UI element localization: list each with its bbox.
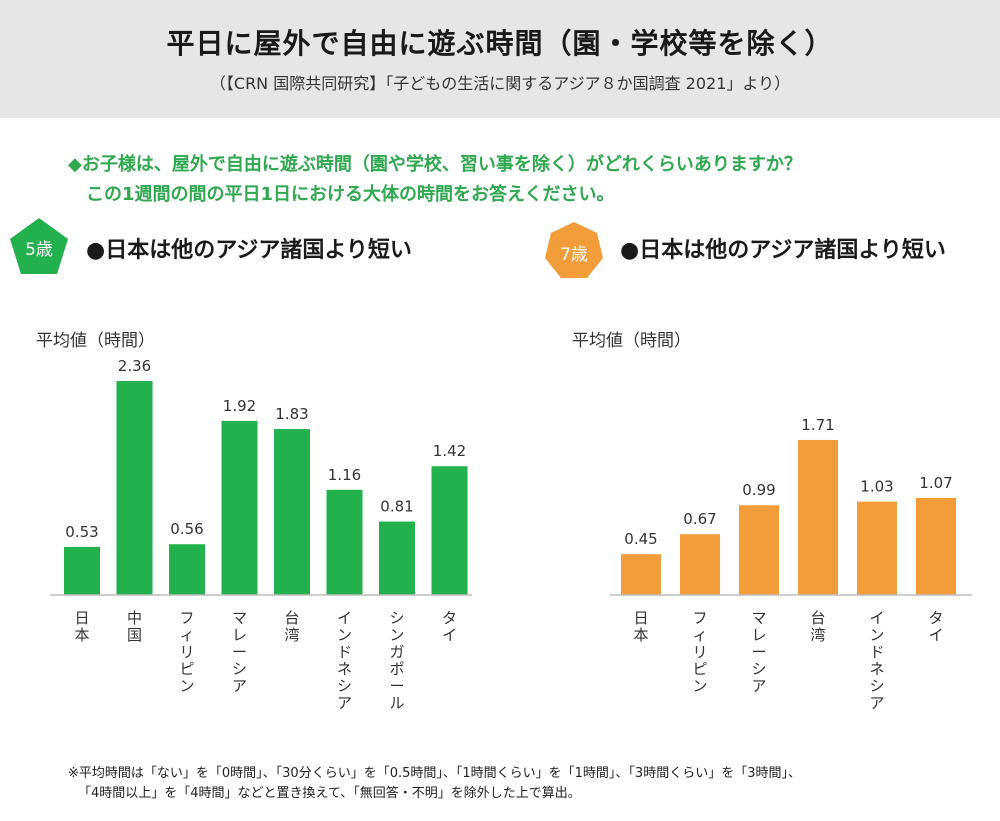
bar bbox=[221, 420, 258, 595]
data-label: 2.36 bbox=[118, 357, 151, 375]
bar bbox=[379, 521, 415, 595]
survey-question: ◆お子様は、屋外で自由に遊ぶ時間（園や学校、習い事を除く）がどれくらいありますか… bbox=[68, 150, 802, 210]
category-label: 台湾 bbox=[284, 609, 299, 644]
category-label: タイ bbox=[928, 609, 943, 644]
category-label: インドネシア bbox=[869, 609, 884, 712]
data-label: 1.83 bbox=[275, 405, 308, 423]
category-label: 中国 bbox=[127, 609, 142, 644]
data-label: 1.71 bbox=[801, 416, 834, 434]
page-subtitle: （【CRN 国際共同研究】「子どもの生活に関するアジア８か国調査 2021」より… bbox=[209, 74, 791, 93]
headline-7: ●日本は他のアジア諸国より短い bbox=[620, 238, 946, 263]
header-banner: 平日に屋外で自由に遊ぶ時間（園・学校等を除く） （【CRN 国際共同研究】「子ど… bbox=[0, 0, 1000, 118]
category-label: マレーシア bbox=[751, 609, 766, 695]
bar bbox=[326, 489, 363, 595]
data-label: 1.92 bbox=[223, 397, 256, 415]
pentagon-icon bbox=[10, 218, 68, 274]
bar bbox=[116, 381, 153, 595]
bar bbox=[916, 497, 956, 595]
question-line-2: この1週間の間の平日1日における大体の時間をお答えください。 bbox=[86, 184, 615, 205]
bar bbox=[64, 546, 100, 595]
category-label: マレーシア bbox=[232, 609, 247, 695]
age-badge-5: 5歳 bbox=[10, 218, 68, 274]
bar bbox=[621, 554, 661, 595]
category-label: フィリピン bbox=[692, 609, 707, 695]
footnote-line-1: ※平均時間は「ない」を「0時間」、「30分くらい」を「0.5時間」、「1時間くら… bbox=[68, 766, 801, 781]
category-label: シンガポール bbox=[389, 609, 404, 712]
bar bbox=[274, 429, 310, 595]
data-label: 1.42 bbox=[433, 442, 466, 460]
y-axis-label-7: 平均値（時間） bbox=[572, 331, 691, 351]
page-title: 平日に屋外で自由に遊ぶ時間（園・学校等を除く） bbox=[166, 27, 834, 60]
heptagon-icon bbox=[545, 222, 603, 278]
data-label: 0.56 bbox=[170, 520, 203, 538]
data-label: 1.07 bbox=[919, 474, 952, 492]
category-label: 日本 bbox=[74, 609, 89, 644]
chart-0: 0.53 日本 2.36 中国 0.56 フィリピン 1.92 マレーシア 1.83 台湾 1.16… bbox=[50, 357, 472, 712]
data-label: 0.81 bbox=[380, 498, 413, 516]
category-label: タイ bbox=[442, 609, 457, 644]
data-label: 0.99 bbox=[742, 481, 775, 499]
category-label: フィリピン bbox=[179, 609, 194, 695]
bar bbox=[431, 466, 468, 595]
footnote-line-2: 「4時間以上」を「4時間」などと置き換えて、「無回答・不明」を除外した上で算出。 bbox=[78, 786, 581, 801]
data-label: 0.67 bbox=[683, 510, 716, 528]
age-badge-label: 5歳 bbox=[25, 240, 53, 260]
data-label: 0.45 bbox=[624, 530, 657, 548]
category-label: 台湾 bbox=[810, 609, 825, 644]
y-axis-label-5: 平均値（時間） bbox=[36, 331, 155, 351]
question-line-1: ◆お子様は、屋外で自由に遊ぶ時間（園や学校、習い事を除く）がどれくらいありますか… bbox=[68, 154, 802, 175]
age-badge-7: 7歳 bbox=[545, 222, 603, 278]
data-label: 1.03 bbox=[860, 478, 893, 496]
bar bbox=[857, 501, 897, 595]
headline-5: ●日本は他のアジア諸国より短い bbox=[86, 238, 412, 263]
bar-charts: 0.53 日本 2.36 中国 0.56 フィリピン 1.92 マレーシア 1.83 台湾 1.16… bbox=[50, 357, 972, 712]
bar bbox=[739, 505, 779, 595]
chart-1: 0.45 日本 0.67 フィリピン 0.99 マレーシア 1.71 台湾 1.03 インドネシア… bbox=[610, 416, 972, 712]
age-badge-label: 7歳 bbox=[560, 245, 588, 265]
footnote: ※平均時間は「ない」を「0時間」、「30分くらい」を「0.5時間」、「1時間くら… bbox=[68, 764, 801, 804]
bar bbox=[169, 544, 205, 595]
data-label: 1.16 bbox=[328, 466, 361, 484]
category-label: 日本 bbox=[633, 609, 648, 644]
category-label: インドネシア bbox=[337, 609, 352, 712]
bar bbox=[798, 439, 838, 595]
bar bbox=[680, 534, 720, 595]
data-label: 0.53 bbox=[65, 523, 98, 541]
